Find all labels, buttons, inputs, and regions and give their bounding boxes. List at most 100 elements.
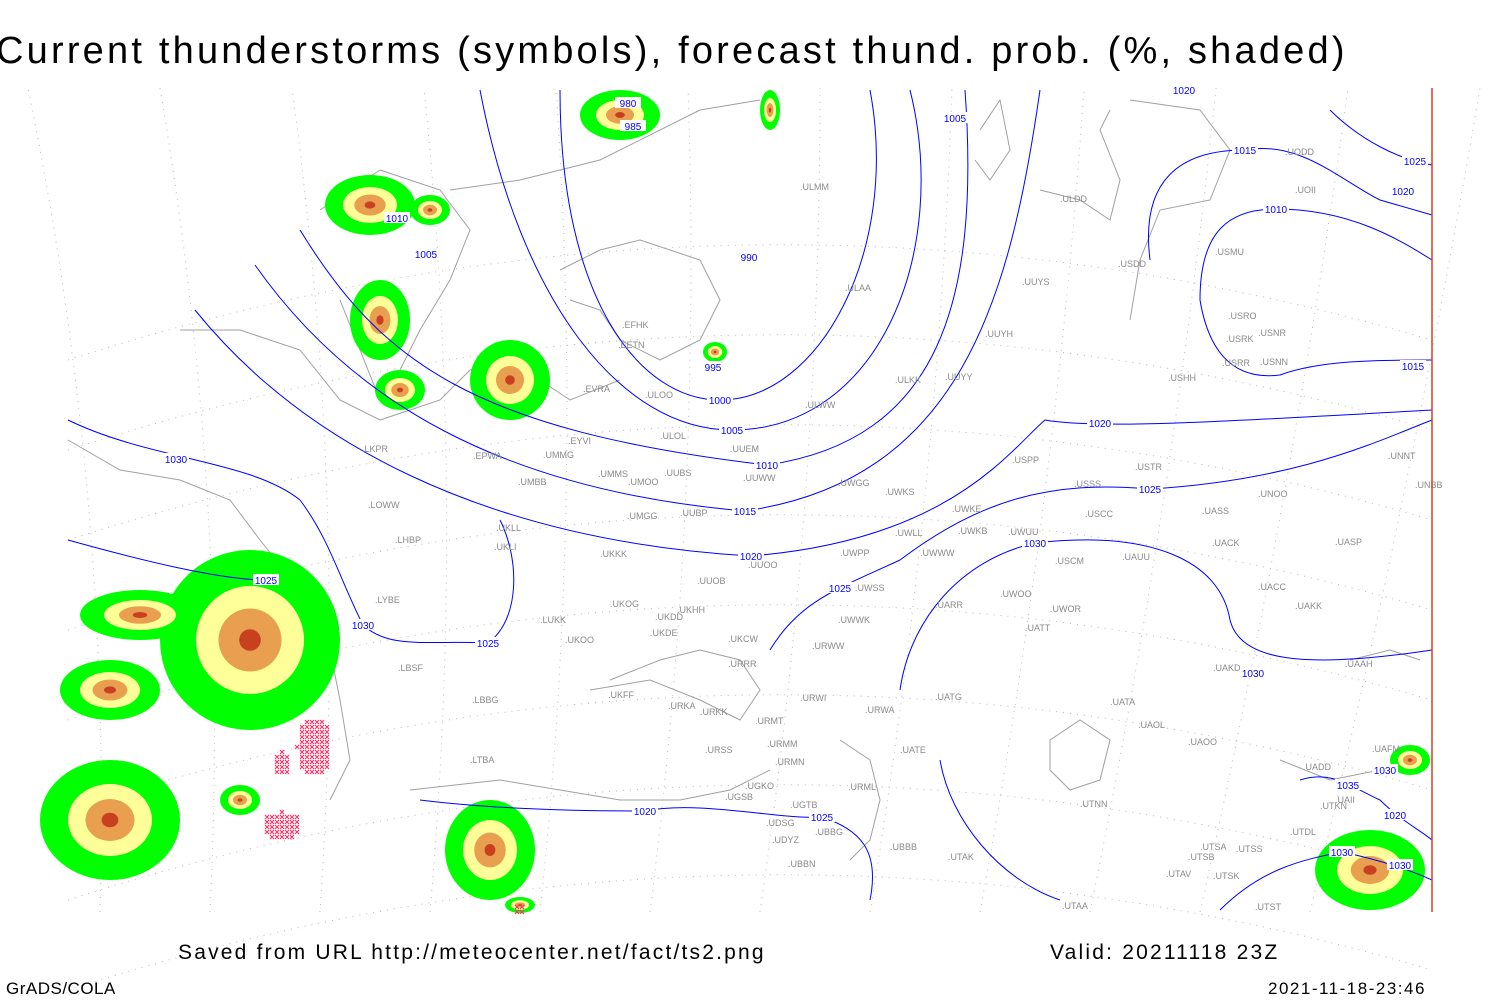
isobar-line xyxy=(67,539,267,581)
isobar-label-bg xyxy=(707,394,733,405)
station-label: .UWKB xyxy=(958,526,988,536)
station-label: .UWKS xyxy=(885,487,915,497)
isobar-line xyxy=(899,539,1433,691)
isobar-label: 1005 xyxy=(415,250,438,261)
thunderstorm-symbol xyxy=(279,749,285,755)
thunderstorm-symbol xyxy=(309,744,315,750)
station-label: .LHBP xyxy=(395,535,421,545)
isobar-label-bg xyxy=(809,811,835,822)
thunderstorm-symbol xyxy=(299,759,305,765)
isobar-label: 995 xyxy=(705,363,722,374)
isobar-label: 1025 xyxy=(1139,485,1162,496)
isobar-label: 1030 xyxy=(1331,848,1354,859)
station-label: .URWW xyxy=(812,641,845,651)
thunderstorm-symbol xyxy=(304,734,310,740)
coastline xyxy=(409,769,771,801)
thunderstorm-symbol xyxy=(289,829,295,835)
thunderstorm-symbol xyxy=(319,759,325,765)
isobar-line xyxy=(419,799,874,901)
thunderstorm-symbol xyxy=(324,764,330,770)
station-label: .UUBP xyxy=(680,508,708,518)
station-label: .UWOR xyxy=(1050,604,1081,614)
station-labels: .ULMM .ULDD .USDD .USMU .UOII .UODD .USRO .USRK… xyxy=(362,147,1443,912)
station-label: .UUOO xyxy=(748,560,778,570)
isobar-label: 1025 xyxy=(1404,157,1427,168)
station-label: .UUBS xyxy=(664,468,692,478)
thunderstorm-symbol xyxy=(294,814,300,820)
station-label: .UWSS xyxy=(855,583,885,593)
station-label: .LUKK xyxy=(540,615,566,625)
thunderstorm-symbol xyxy=(314,729,320,735)
thunderstorm-symbol xyxy=(314,744,320,750)
coastline xyxy=(180,329,621,421)
thunderstorm-symbol xyxy=(514,909,520,915)
isobar-label: 1030 xyxy=(1374,766,1397,777)
station-label: .UTSB xyxy=(1188,852,1215,862)
isobar-line xyxy=(939,759,1061,901)
isobar-line xyxy=(194,309,1433,557)
isobar-label-bg xyxy=(384,212,410,223)
station-label: .UADD xyxy=(1303,762,1332,772)
isobar-line xyxy=(1199,299,1433,377)
station-label: .UTAA xyxy=(1062,901,1088,911)
generation-timestamp: 2021-11-18-23:46 xyxy=(1268,979,1426,998)
station-label: .EVRA xyxy=(583,384,610,394)
thunderstorm-symbol xyxy=(264,814,270,820)
thunderstorm-symbol xyxy=(279,764,285,770)
prob-area-max xyxy=(484,844,496,856)
thunderstorm-symbol xyxy=(279,809,285,815)
station-label: .UGTB xyxy=(790,800,818,810)
station-label: .LOWW xyxy=(368,500,400,510)
thunderstorm-symbol xyxy=(324,729,330,735)
station-label: .UATG xyxy=(935,692,962,702)
thunderstorm-symbol xyxy=(319,749,325,755)
station-label: .UAOL xyxy=(1138,720,1165,730)
station-label: .ULOL xyxy=(660,431,686,441)
lat-lon-grid xyxy=(27,87,1481,991)
thunderstorm-symbol xyxy=(284,759,290,765)
station-label: .URWI xyxy=(800,693,826,703)
isobar-label-bg xyxy=(1335,779,1361,790)
isobar-label-bg xyxy=(719,424,745,435)
coastline xyxy=(559,239,721,361)
thunderstorm-symbol xyxy=(289,819,295,825)
isobar-label-bg xyxy=(1263,203,1289,214)
thunderstorm-symbol xyxy=(264,824,270,830)
prob-area-max xyxy=(104,686,116,694)
prob-area-max xyxy=(364,201,376,209)
station-label: .USDD xyxy=(1118,259,1147,269)
isobar-label: 1020 xyxy=(1392,187,1415,198)
thunderstorm-symbol xyxy=(304,724,310,730)
station-label: .UTAK xyxy=(948,852,974,862)
isobar-label-bg xyxy=(1232,144,1258,155)
isobar-label: 1010 xyxy=(386,214,409,225)
isobar-label: 1010 xyxy=(1265,205,1288,216)
station-label: .UWPP xyxy=(840,548,870,558)
prob-area-max xyxy=(1407,758,1413,762)
thunderstorm-symbol xyxy=(274,824,280,830)
thunderstorm-symbol xyxy=(274,764,280,770)
meridian-line xyxy=(869,87,953,913)
station-label: .UKCW xyxy=(728,634,759,644)
thunderstorm-symbol xyxy=(309,739,315,745)
station-label: .UKDD xyxy=(655,612,684,622)
station-label: .USCM xyxy=(1055,556,1084,566)
station-label: .UATE xyxy=(900,745,926,755)
station-label: .UAII xyxy=(1335,795,1355,805)
thunderstorm-symbol xyxy=(314,734,320,740)
thunderstorm-symbol xyxy=(274,819,280,825)
coastline xyxy=(1039,109,1121,221)
station-label: .UTAV xyxy=(1166,869,1191,879)
station-label: .UAFM xyxy=(1372,744,1400,754)
thunderstorm-symbols xyxy=(264,719,525,915)
station-label: .USMU xyxy=(1215,247,1244,257)
station-label: .UTNN xyxy=(1080,799,1108,809)
prob-area-max xyxy=(505,375,515,385)
isobar-label-bg xyxy=(615,97,641,108)
station-label: .UAOO xyxy=(1188,737,1217,747)
station-label: .UAUU xyxy=(1122,552,1150,562)
station-label: .ULOO xyxy=(645,390,673,400)
meridian-line xyxy=(1089,87,1217,913)
isobar-label: 1020 xyxy=(740,552,763,563)
